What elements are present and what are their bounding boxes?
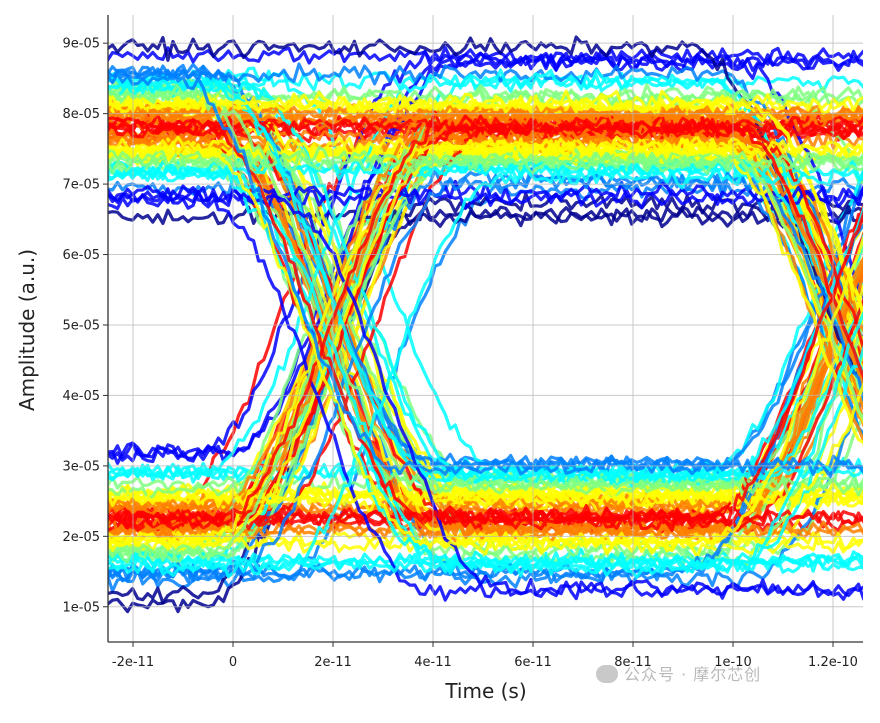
eye-trace (108, 116, 863, 527)
eye-trace (108, 506, 863, 530)
wechat-icon (596, 665, 618, 683)
y-tick-label: 8e-05 (62, 107, 100, 122)
eye-trace (108, 145, 863, 422)
x-tick-label: 0 (229, 655, 237, 670)
x-axis-title: Time (s) (444, 679, 526, 703)
eye-trace (108, 382, 863, 513)
y-axis-title: Amplitude (a.u.) (15, 249, 39, 411)
eye-trace (108, 121, 863, 533)
y-tick-label: 3e-05 (62, 459, 100, 474)
eye-trace (108, 83, 863, 106)
x-tick-label: 1e-10 (714, 655, 752, 670)
eye-trace (108, 72, 863, 481)
watermark: 公众号 · 摩尔芯创 (596, 661, 761, 685)
eye-trace (108, 532, 863, 559)
eye-trace (108, 63, 863, 473)
y-tick-label: 7e-05 (62, 178, 100, 193)
eye-trace (108, 137, 863, 553)
eye-trace (108, 46, 863, 66)
eye-trace (108, 75, 863, 488)
eye-trace (108, 175, 863, 589)
y-tick-label: 6e-05 (62, 248, 100, 263)
y-tick-label: 4e-05 (62, 389, 100, 404)
x-tick-label: 4e-11 (414, 655, 452, 670)
axes (107, 15, 863, 643)
x-tick-label: 1.2e-10 (808, 655, 858, 670)
eye-trace (108, 137, 863, 548)
eye-trace (108, 81, 863, 494)
eye-trace (108, 189, 863, 601)
grid-lines (108, 15, 863, 642)
eye-trace (108, 151, 863, 564)
eye-trace (108, 186, 863, 210)
eye-trace (108, 49, 863, 464)
watermark-text: 公众号 · 摩尔芯创 (624, 665, 762, 684)
x-tick-label: 6e-11 (514, 655, 552, 670)
eye-trace (108, 116, 863, 530)
y-tick-label: 5e-05 (62, 318, 100, 333)
x-tick-label: 8e-11 (614, 655, 652, 670)
y-tick-label: 1e-05 (62, 600, 100, 615)
eye-trace (108, 110, 863, 137)
eye-trace (108, 162, 863, 574)
x-axis-ticks: -2e-11 0 2e-11 4e-11 6e-11 8e-11 1e-10 1.2e-10 (112, 642, 858, 670)
eye-traces (108, 35, 863, 614)
x-tick-label: -2e-11 (112, 655, 154, 670)
y-tick-label: 2e-05 (62, 530, 100, 545)
eye-trace (108, 117, 863, 530)
eye-trace (108, 166, 863, 579)
y-axis-ticks: 1e-05 2e-05 3e-05 4e-05 5e-05 6e-05 7e-05 8e-05… (62, 37, 108, 615)
x-tick-label: 2e-11 (314, 655, 352, 670)
y-tick-label: 9e-05 (62, 37, 100, 52)
eye-trace (108, 91, 863, 116)
eye-trace (108, 69, 863, 477)
eye-trace (108, 140, 863, 553)
eye-trace (108, 51, 863, 461)
eye-trace (108, 90, 863, 498)
